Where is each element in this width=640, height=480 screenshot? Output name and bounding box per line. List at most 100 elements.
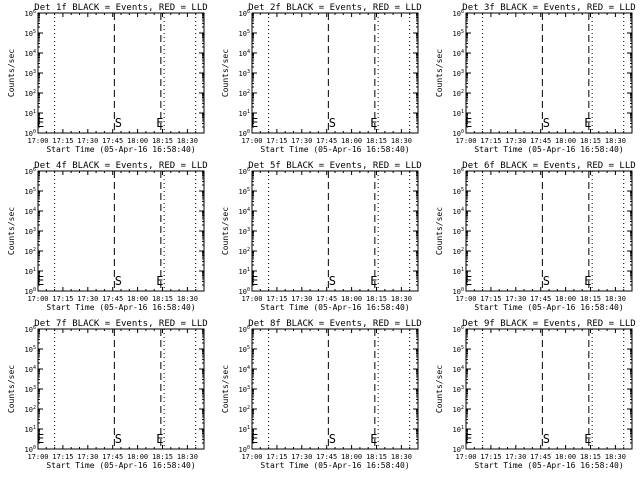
- x-tick-label: 18:00: [341, 137, 362, 145]
- y-tick-label: 104: [239, 207, 250, 216]
- y-tick-label: 102: [453, 247, 464, 256]
- edge-marker-label: E: [465, 432, 472, 446]
- y-tick-label: 105: [239, 29, 250, 38]
- x-tick-label: 17:15: [52, 295, 73, 303]
- y-tick-label: 106: [453, 325, 464, 334]
- y-axis-label: Counts/sec: [7, 49, 16, 97]
- y-tick-label: 101: [25, 109, 36, 118]
- y-tick-label: 103: [453, 69, 464, 78]
- x-tick-label: 17:00: [455, 295, 476, 303]
- x-tick-label: 18:30: [391, 137, 412, 145]
- y-tick-label: 104: [25, 49, 36, 58]
- y-axis-label: Counts/sec: [7, 207, 16, 255]
- x-tick-label: 18:00: [555, 295, 576, 303]
- plot-frame: [251, 170, 419, 292]
- x-tick-label: 18:00: [555, 137, 576, 145]
- panel-title: Det 9f BLACK = Events, RED = LLD: [462, 319, 635, 329]
- x-tick-label: 17:45: [530, 137, 551, 145]
- x-tick-label: 17:15: [52, 453, 73, 461]
- start-marker-label: S: [115, 116, 122, 130]
- start-marker-label: S: [329, 274, 336, 288]
- x-tick-label: 18:30: [391, 295, 412, 303]
- x-axis-label: Start Time (05-Apr-16 16:58:40): [474, 461, 623, 470]
- x-tick-label: 17:45: [102, 453, 123, 461]
- y-tick-label: 105: [453, 29, 464, 38]
- y-axis-label: Counts/sec: [7, 365, 16, 413]
- y-axis-label: Counts/sec: [221, 207, 230, 255]
- x-tick-label: 17:30: [77, 137, 98, 145]
- y-tick-label: 102: [453, 405, 464, 414]
- plot-frame: [465, 328, 633, 450]
- x-tick-label: 18:00: [127, 295, 148, 303]
- y-tick-label: 102: [25, 247, 36, 256]
- x-tick-label: 17:45: [530, 295, 551, 303]
- x-tick-label: 17:45: [316, 453, 337, 461]
- end-marker-label: E: [370, 116, 377, 130]
- x-axis-label: Start Time (05-Apr-16 16:58:40): [260, 145, 409, 154]
- plot-frame: [37, 170, 205, 292]
- y-tick-label: 101: [453, 267, 464, 276]
- x-tick-label: 18:30: [177, 295, 198, 303]
- y-tick-label: 101: [453, 109, 464, 118]
- edge-marker-label: E: [37, 116, 44, 130]
- plot-frame: [37, 328, 205, 450]
- y-tick-label: 105: [239, 345, 250, 354]
- end-marker-label: E: [156, 116, 163, 130]
- y-tick-label: 106: [239, 167, 250, 176]
- y-tick-label: 105: [25, 29, 36, 38]
- y-tick-label: 106: [453, 167, 464, 176]
- y-tick-label: 105: [239, 187, 250, 196]
- y-tick-label: 102: [25, 405, 36, 414]
- x-tick-label: 17:30: [77, 453, 98, 461]
- x-tick-label: 17:45: [530, 453, 551, 461]
- y-tick-label: 101: [25, 425, 36, 434]
- x-tick-label: 17:45: [102, 295, 123, 303]
- x-tick-label: 17:00: [241, 137, 262, 145]
- y-tick-label: 106: [25, 325, 36, 334]
- panel-title: Det 2f BLACK = Events, RED = LLD: [248, 3, 421, 13]
- start-marker-label: S: [115, 274, 122, 288]
- x-axis-label: Start Time (05-Apr-16 16:58:40): [260, 303, 409, 312]
- x-tick-label: 18:30: [177, 137, 198, 145]
- y-tick-label: 105: [453, 345, 464, 354]
- x-tick-label: 17:15: [480, 453, 501, 461]
- y-tick-label: 103: [239, 227, 250, 236]
- y-tick-label: 103: [239, 385, 250, 394]
- y-tick-label: 101: [25, 267, 36, 276]
- x-tick-label: 17:30: [505, 453, 526, 461]
- x-tick-label: 17:30: [291, 295, 312, 303]
- y-tick-label: 100: [25, 129, 36, 138]
- y-tick-label: 103: [25, 69, 36, 78]
- y-axis-label: Counts/sec: [221, 365, 230, 413]
- chart-panel: Det 6f BLACK = Events, RED = LLD 17:00 17:…: [435, 161, 636, 312]
- panel-title: Det 3f BLACK = Events, RED = LLD: [462, 3, 635, 13]
- y-tick-label: 106: [239, 325, 250, 334]
- x-tick-label: 17:15: [266, 453, 287, 461]
- edge-marker-label: E: [251, 116, 258, 130]
- start-marker-label: S: [543, 432, 550, 446]
- x-tick-label: 18:30: [605, 453, 626, 461]
- x-tick-label: 17:15: [266, 137, 287, 145]
- y-axis-label: Counts/sec: [435, 49, 444, 97]
- x-tick-label: 18:15: [580, 453, 601, 461]
- x-tick-label: 17:30: [77, 295, 98, 303]
- y-axis-label: Counts/sec: [435, 365, 444, 413]
- x-tick-label: 18:15: [580, 295, 601, 303]
- x-tick-label: 17:15: [480, 137, 501, 145]
- end-marker-label: E: [584, 432, 591, 446]
- start-marker-label: S: [543, 274, 550, 288]
- y-tick-label: 100: [453, 445, 464, 454]
- x-tick-label: 17:30: [291, 453, 312, 461]
- chart-panel: Det 9f BLACK = Events, RED = LLD 17:00 17:…: [435, 319, 636, 470]
- x-tick-label: 17:30: [505, 295, 526, 303]
- panel-title: Det 1f BLACK = Events, RED = LLD: [34, 3, 207, 13]
- y-tick-label: 103: [453, 227, 464, 236]
- y-axis-label: Counts/sec: [221, 49, 230, 97]
- y-tick-label: 102: [25, 89, 36, 98]
- x-tick-label: 18:30: [391, 453, 412, 461]
- x-tick-label: 17:00: [455, 453, 476, 461]
- x-tick-label: 18:30: [605, 295, 626, 303]
- x-tick-label: 18:15: [366, 295, 387, 303]
- y-tick-label: 102: [453, 89, 464, 98]
